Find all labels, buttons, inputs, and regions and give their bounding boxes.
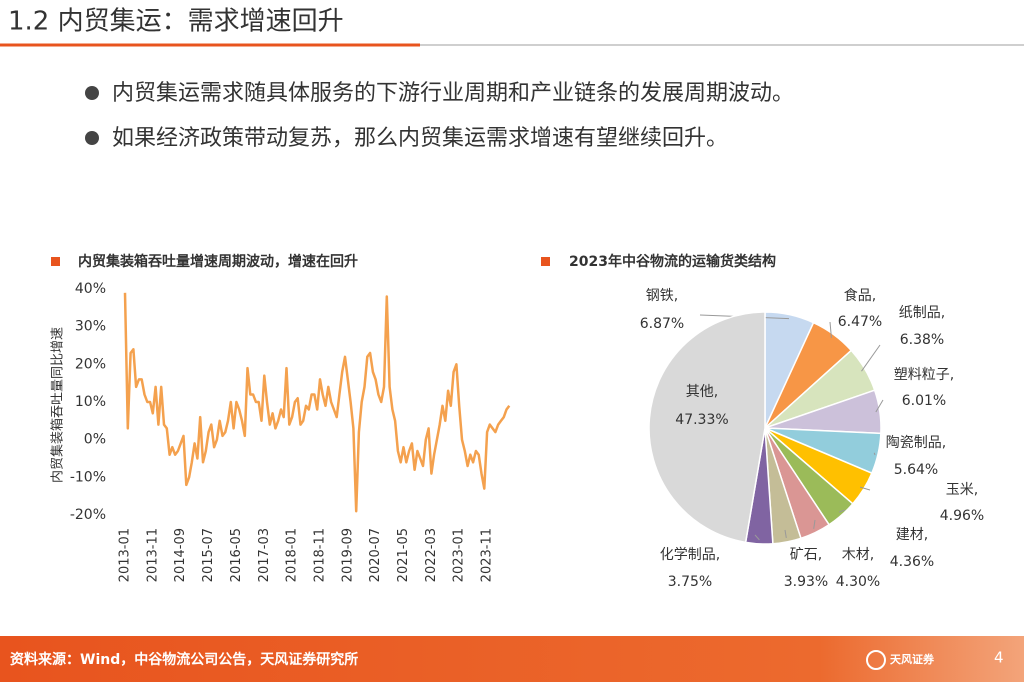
- x-tick-label: 2013-11: [145, 528, 160, 582]
- x-tick-label: 2013-01: [118, 528, 133, 582]
- x-tick-label: 2020-07: [368, 528, 383, 582]
- slice-value: 3.93%: [784, 574, 828, 590]
- page-number: 4: [994, 649, 1004, 667]
- slice-label: 塑料粒子,: [894, 367, 954, 383]
- y-tick-label: 30%: [75, 319, 106, 335]
- slice-label: 木材,: [842, 547, 874, 563]
- slice-value: 4.36%: [890, 554, 934, 570]
- logo-icon: [866, 650, 886, 670]
- slice-label: 矿石,: [790, 547, 822, 563]
- data-line: [123, 292, 511, 513]
- slice-label: 建材,: [896, 527, 928, 543]
- leader-line: [859, 486, 871, 491]
- slice-value: 6.87%: [640, 316, 684, 332]
- bullet-text: 内贸集运需求随具体服务的下游行业周期和产业链条的发展周期波动。: [112, 81, 794, 106]
- slice-value: 6.47%: [838, 314, 882, 330]
- y-tick-label: 0%: [84, 432, 106, 448]
- x-tick-label: 2018-01: [285, 528, 300, 582]
- bullet-dot: [85, 86, 99, 100]
- logo-text: 天风证券: [890, 652, 935, 666]
- y-tick-label: 10%: [75, 394, 106, 410]
- slice-label: 食品,: [844, 287, 876, 304]
- slice-value: 4.30%: [836, 574, 880, 590]
- slice-label: 化学制品,: [660, 547, 720, 563]
- leader-line: [875, 399, 884, 413]
- slide-title: 1.2 内贸集运：需求增速回升: [8, 7, 344, 37]
- slice-label: 陶瓷制品,: [886, 435, 946, 451]
- bullet-text: 如果经济政策带动复苏，那么内贸集运需求增速有望继续回升。: [112, 126, 728, 151]
- leader-line: [829, 321, 832, 338]
- leader-line: [873, 452, 876, 456]
- x-tick-label: 2018-11: [312, 528, 327, 582]
- leader-line: [754, 534, 760, 541]
- y-tick-label: 20%: [75, 356, 106, 372]
- slice-value: 3.75%: [668, 574, 712, 590]
- title-marker: [51, 257, 60, 266]
- leader-line: [861, 344, 881, 372]
- slice-value: 5.64%: [894, 462, 938, 478]
- bullet-dot: [85, 131, 99, 145]
- y-tick-label: -10%: [70, 469, 106, 485]
- title-marker: [541, 257, 550, 266]
- chart-title: 内贸集装箱吞吐量增速周期波动，增速在回升: [78, 253, 358, 270]
- slice-label: 玉米,: [946, 482, 978, 498]
- x-tick-label: 2021-05: [396, 528, 411, 582]
- chart-title: 2023年中谷物流的运输货类结构: [569, 253, 776, 270]
- x-tick-label: 2023-01: [452, 528, 467, 582]
- y-tick-label: -20%: [70, 507, 106, 523]
- x-tick-label: 2023-11: [480, 528, 495, 582]
- x-tick-label: 2016-05: [229, 528, 244, 582]
- y-tick-label: 40%: [75, 281, 106, 297]
- leader-line: [838, 509, 846, 513]
- y-axis-label: 内贸集装箱吞吐量同比增速: [50, 327, 66, 483]
- x-tick-label: 2022-03: [424, 528, 439, 582]
- slice-value: 6.38%: [900, 332, 944, 348]
- slice-value: 47.33%: [675, 412, 728, 428]
- slice-label: 钢铁,: [646, 288, 678, 304]
- x-tick-label: 2019-09: [340, 528, 355, 582]
- slice-value: 4.96%: [940, 508, 984, 524]
- x-tick-label: 2014-09: [173, 528, 188, 582]
- slice-label: 纸制品,: [899, 305, 945, 321]
- x-tick-label: 2017-03: [257, 528, 272, 582]
- slice-label: 其他,: [686, 384, 718, 400]
- slice-value: 6.01%: [902, 393, 946, 409]
- leader-line: [784, 529, 787, 539]
- leader-line: [813, 519, 816, 529]
- footer-bar: [0, 636, 1024, 682]
- source-text: 资料来源：Wind，中谷物流公司公告，天风证券研究所: [10, 651, 358, 668]
- pie-slice: [648, 311, 766, 544]
- x-tick-label: 2015-07: [201, 528, 216, 582]
